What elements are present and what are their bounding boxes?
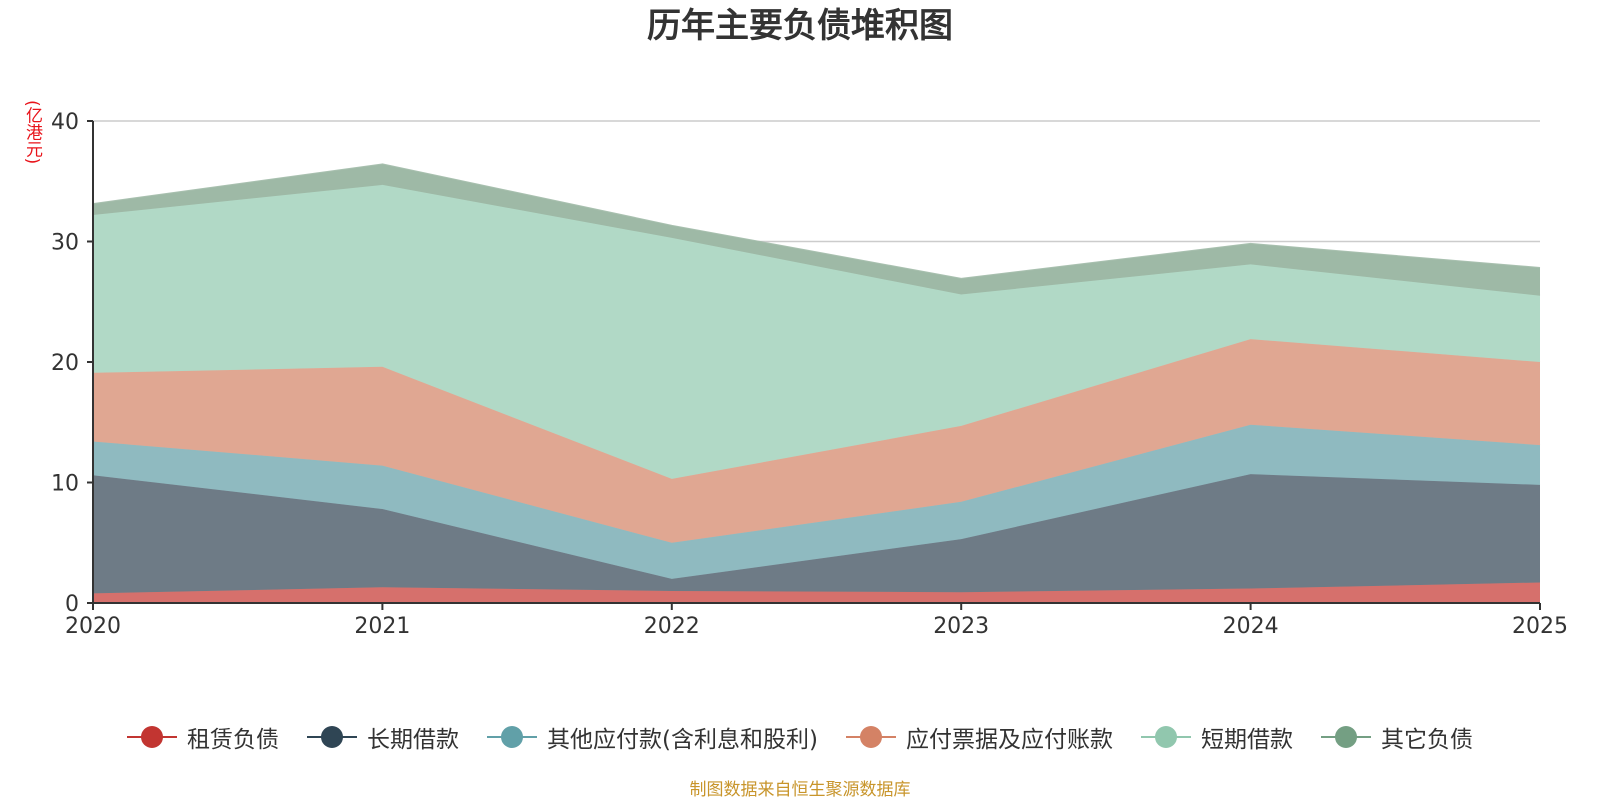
- area-series-0: [93, 582, 1540, 603]
- x-tick-label-2025: 2025: [1512, 614, 1568, 639]
- legend: 租赁负债 长期借款 其他应付款(含利息和股利) 应付票据及应付账款 短期借款 其它负债: [0, 720, 1600, 754]
- source-note: 制图数据来自恒生聚源数据库: [689, 780, 911, 800]
- x-tick-label-2020: 2020: [65, 614, 121, 639]
- chart-title: 历年主要负债堆积图: [647, 6, 953, 46]
- legend-dot-icon: [141, 726, 164, 748]
- legend-dot-icon: [501, 726, 524, 748]
- legend-marker-icon: [1140, 724, 1191, 750]
- x-tick-label-2021: 2021: [354, 614, 410, 639]
- line-series-5: [92, 163, 1541, 280]
- x-tick-label-2023: 2023: [933, 614, 989, 639]
- y-tick-label-10: 10: [51, 472, 79, 497]
- legend-marker-icon: [845, 724, 896, 750]
- area-series-5: [93, 164, 1540, 296]
- y-tick-label-40: 40: [51, 110, 79, 135]
- legend-item-0[interactable]: 租赁负债: [127, 720, 279, 754]
- legend-dot-icon: [1154, 726, 1177, 748]
- axis-layer: 0 10 20 30 40 2020 2021 2022 2023 2024 2025: [51, 110, 1568, 639]
- legend-label: 其它负债: [1380, 727, 1473, 753]
- y-tick-label-20: 20: [51, 351, 79, 376]
- legend-label: 长期借款: [367, 727, 460, 753]
- x-tick-label-2024: 2024: [1223, 614, 1279, 639]
- legend-item-3[interactable]: 应付票据及应付账款: [845, 720, 1113, 754]
- area-series-2: [93, 424, 1540, 579]
- y-tick-label-30: 30: [51, 231, 79, 256]
- area-series-4: [93, 184, 1540, 479]
- x-tick-label-2022: 2022: [644, 614, 700, 639]
- legend-item-5[interactable]: 其它负债: [1320, 720, 1473, 754]
- area-series-3: [93, 339, 1540, 543]
- legend-item-4[interactable]: 短期借款: [1140, 720, 1293, 754]
- legend-item-2[interactable]: 其他应付款(含利息和股利): [487, 720, 818, 754]
- legend-dot-icon: [321, 726, 344, 748]
- legend-marker-icon: [487, 724, 538, 750]
- legend-marker-icon: [127, 724, 178, 750]
- legend-label: 应付票据及应付账款: [905, 727, 1113, 753]
- legend-marker-icon: [307, 724, 358, 750]
- y-axis-unit-label: (亿港元): [22, 100, 42, 165]
- legend-item-1[interactable]: 长期借款: [307, 720, 459, 754]
- area-layer: [92, 163, 1541, 603]
- legend-marker-icon: [1320, 724, 1371, 750]
- y-tick-label-0: 0: [65, 592, 79, 617]
- legend-dot-icon: [859, 726, 882, 748]
- legend-label: 其他应付款(含利息和股利): [547, 727, 818, 753]
- legend-label: 租赁负债: [187, 727, 280, 753]
- area-series-1: [93, 474, 1540, 594]
- legend-dot-icon: [1334, 726, 1357, 748]
- legend-label: 短期借款: [1200, 727, 1293, 753]
